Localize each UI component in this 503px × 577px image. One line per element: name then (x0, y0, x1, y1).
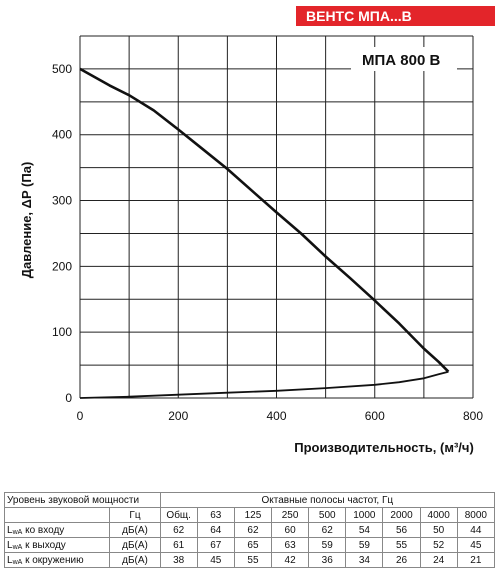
unit-hz: Гц (109, 507, 161, 523)
row-unit: дБ(А) (109, 552, 161, 568)
table-cell: 24 (419, 552, 458, 568)
y-tick-label: 400 (52, 128, 72, 142)
band-header: 63 (196, 507, 235, 523)
table-cell: 62 (159, 522, 198, 538)
table-cell: 60 (271, 522, 310, 538)
band-header: 1000 (345, 507, 384, 523)
chart-curves (79, 67, 450, 399)
total-label: Общ. (159, 507, 198, 523)
table-cell: 55 (382, 537, 421, 553)
band-header: 125 (233, 507, 273, 523)
x-tick-label: 200 (168, 409, 188, 423)
table-cell: 61 (159, 537, 198, 553)
band-header: 2000 (382, 507, 421, 523)
table-cell: 52 (419, 537, 458, 553)
table-cell: 50 (419, 522, 458, 538)
model-label-box (351, 47, 457, 71)
table-row: LwA к окружению дБ(А) 38 45 55 42 36 34 26 24 21 (3, 552, 496, 568)
table-cell: 45 (196, 552, 235, 568)
y-tick-label: 500 (52, 62, 72, 76)
table-cell: 34 (345, 552, 384, 568)
x-tick-label: 0 (77, 409, 84, 423)
series-badge: ВЕНТС МПА...В (296, 6, 495, 26)
table-cell: 26 (382, 552, 421, 568)
table-cell: 38 (159, 552, 198, 568)
table-band-row: Гц Общ. 63 125 250 500 1000 2000 4000 8000 (3, 507, 496, 523)
table-cell: 42 (271, 552, 310, 568)
row-unit: дБ(А) (109, 537, 161, 553)
row-label: LwA к выходу (3, 537, 111, 553)
table-cell: 62 (233, 522, 273, 538)
table-cell: 67 (196, 537, 235, 553)
table-cell: 21 (456, 552, 496, 568)
table-cell: 65 (233, 537, 273, 553)
table-cell: 63 (271, 537, 310, 553)
sound-power-table: Уровень звуковой мощности Октавные полос… (3, 492, 496, 568)
y-tick-label: 300 (52, 194, 72, 208)
table-cell: 54 (345, 522, 384, 538)
table-cell: 59 (345, 537, 384, 553)
y-tick-label: 200 (52, 259, 72, 273)
x-tick-label: 800 (463, 409, 483, 423)
table-cell: 36 (308, 552, 347, 568)
x-axis-label: Производительность, (м³/ч) (294, 440, 474, 455)
table-header-left: Уровень звуковой мощности (4, 492, 161, 508)
table-cell: 44 (456, 522, 496, 538)
table-header-right: Октавные полосы частот, Гц (159, 492, 496, 508)
band-header: 4000 (419, 507, 458, 523)
y-axis-label: Давление, ΔP (Па) (19, 162, 34, 279)
row-label: LwA к окружению (3, 552, 111, 568)
x-tick-label: 600 (365, 409, 385, 423)
table-cell: 59 (308, 537, 347, 553)
band-header: 8000 (456, 507, 496, 523)
row-unit: дБ(А) (109, 522, 161, 538)
table-cell: 62 (308, 522, 347, 538)
table-cell: 56 (382, 522, 421, 538)
table-cell: 64 (196, 522, 235, 538)
pressure-curve (79, 67, 450, 373)
band-header: 250 (271, 507, 310, 523)
table-cell: 55 (233, 552, 273, 568)
lower-curve (79, 370, 449, 399)
table-row: LwA ко входу дБ(А) 62 64 62 60 62 54 56 50 44 (3, 522, 496, 538)
table-cell: 45 (456, 537, 496, 553)
x-tick-label: 400 (266, 409, 286, 423)
y-tick-label: 0 (65, 391, 72, 405)
model-label: МПА 800 В (362, 52, 440, 69)
row-label: LwA ко входу (3, 522, 111, 538)
table-row: LwA к выходу дБ(А) 61 67 65 63 59 59 55 52 45 (3, 537, 496, 553)
chart-tick-labels: 0 200 400 600 800 0 100 200 300 400 500 (52, 62, 483, 423)
chart-grid (79, 35, 474, 399)
band-header: 500 (308, 507, 347, 523)
y-tick-label: 100 (52, 325, 72, 339)
